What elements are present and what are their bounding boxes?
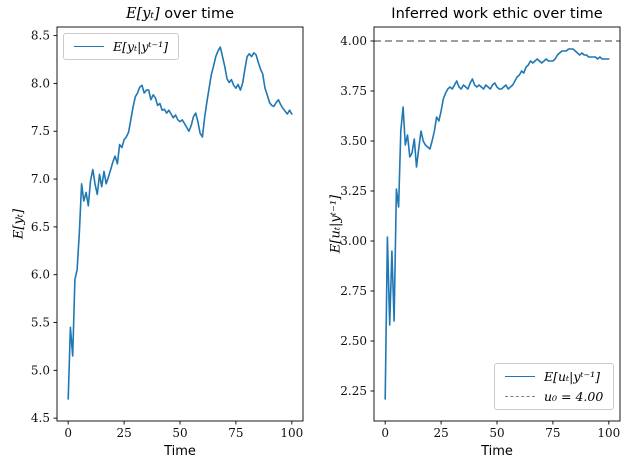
y-tick-label: 3.00 [340,234,367,248]
x-tick-label: 0 [381,426,389,440]
y-tick-label: 7.5 [31,124,50,138]
legend-line-sample [505,376,535,377]
left-title-math: E[yₜ] [126,6,160,22]
x-tick-label: 50 [172,426,187,440]
right-title-text: Inferred work ethic over time [391,6,603,22]
y-tick-label: 6.5 [31,220,50,234]
left-legend: E[yₜ|yᵗ⁻¹] [63,33,179,60]
y-tick-label: 3.75 [340,84,367,98]
y-tick-label: 8.5 [31,29,50,43]
x-tick-label: 0 [64,426,72,440]
x-tick-label: 75 [545,426,560,440]
y-tick-label: 8.0 [31,76,50,90]
left-x-axis-label: Time [164,444,196,459]
y-tick-label: 3.50 [340,134,367,148]
legend-entry: u₀ = 4.00 [505,389,603,404]
right-legend: E[uₜ|yᵗ⁻¹] u₀ = 4.00 [494,363,615,410]
y-tick-label: 2.25 [340,384,367,398]
legend-entry: E[yₜ|yᵗ⁻¹] [74,39,168,54]
x-tick-label: 100 [597,426,620,440]
y-tick-label: 7.0 [31,172,50,186]
right-plot-title: Inferred work ethic over time [391,6,602,22]
y-tick-label: 5.5 [31,316,50,330]
y-tick-label: 5.0 [31,363,50,377]
y-tick-label: 2.75 [340,284,367,298]
legend-label: E[uₜ|yᵗ⁻¹] [544,369,600,384]
legend-label: u₀ = 4.00 [544,389,604,404]
series-line [67,46,293,400]
x-tick-label: 25 [116,426,131,440]
y-tick-label: 6.0 [31,268,50,282]
legend-dashed-line-sample [505,396,535,397]
right-x-axis-label: Time [481,444,513,459]
y-tick-label: 4.00 [340,34,367,48]
y-tick-label: 2.50 [340,334,367,348]
legend-label: E[yₜ|yᵗ⁻¹] [113,39,168,54]
x-tick-label: 75 [228,426,243,440]
x-tick-label: 25 [433,426,448,440]
left-title-text: over time [159,6,234,22]
series-line [384,48,610,400]
legend-entry: E[uₜ|yᵗ⁻¹] [505,369,603,384]
left-plot-title: E[yₜ] over time [126,6,234,22]
right-y-axis-label: E[uₜ|yᵗ⁻¹] [328,194,344,254]
x-tick-label: 50 [489,426,504,440]
y-tick-label: 4.5 [31,411,50,425]
legend-line-sample [74,46,104,47]
left-y-axis-label: E[yₜ] [11,208,27,240]
axes-frame [56,26,304,422]
x-tick-label: 100 [280,426,303,440]
y-tick-label: 3.25 [340,184,367,198]
